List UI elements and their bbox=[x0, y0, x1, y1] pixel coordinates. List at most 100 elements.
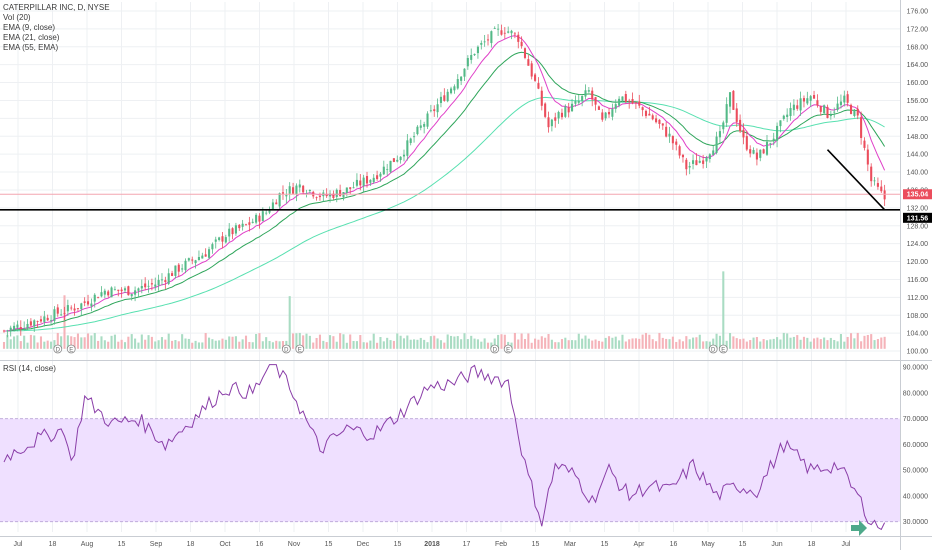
event-marker[interactable]: E bbox=[718, 344, 728, 354]
event-marker[interactable]: D bbox=[281, 344, 291, 354]
candle-body bbox=[762, 149, 765, 154]
volume-bar bbox=[503, 334, 506, 349]
legend-volume[interactable]: Vol (20) bbox=[3, 13, 31, 22]
candle bbox=[332, 190, 335, 200]
candle bbox=[692, 154, 695, 170]
volume-bar bbox=[140, 334, 143, 349]
candle bbox=[140, 279, 143, 294]
event-marker[interactable]: E bbox=[503, 344, 513, 354]
candle bbox=[433, 105, 436, 117]
candle bbox=[392, 158, 395, 163]
candle bbox=[39, 315, 43, 324]
volume-bar bbox=[789, 337, 792, 349]
volume-bar bbox=[453, 336, 456, 349]
candle-body bbox=[130, 294, 133, 297]
candle bbox=[315, 196, 318, 201]
volume-bar bbox=[574, 340, 577, 349]
volume-bar bbox=[796, 335, 799, 349]
candle-body bbox=[688, 166, 691, 168]
volume-bar bbox=[671, 336, 674, 349]
candle-body bbox=[792, 104, 795, 111]
event-marker[interactable]: D bbox=[708, 344, 718, 354]
candle-body bbox=[782, 115, 785, 119]
candle bbox=[611, 103, 614, 121]
event-marker[interactable]: E bbox=[295, 344, 305, 354]
volume-bar bbox=[103, 340, 106, 349]
candle bbox=[742, 123, 745, 145]
candle bbox=[624, 90, 627, 104]
candle-body bbox=[769, 142, 772, 144]
candle bbox=[557, 110, 560, 124]
candle-body bbox=[594, 97, 597, 105]
volume-bar bbox=[73, 337, 76, 349]
rsi-tick-label: 40.0000 bbox=[903, 493, 928, 500]
candle-body bbox=[204, 254, 207, 257]
candle-body bbox=[823, 105, 826, 114]
candle-body bbox=[681, 154, 685, 158]
volume-bar bbox=[614, 336, 617, 349]
candle bbox=[836, 96, 839, 112]
candle-body bbox=[601, 112, 604, 120]
candle-body bbox=[261, 211, 264, 222]
event-marker[interactable]: D bbox=[490, 344, 500, 354]
arrow-right-icon[interactable] bbox=[851, 520, 867, 536]
volume-bar bbox=[493, 338, 496, 349]
candle bbox=[550, 118, 553, 132]
candle bbox=[164, 276, 167, 290]
volume-bar bbox=[6, 334, 9, 349]
candle-body bbox=[728, 92, 732, 107]
volume-bar bbox=[655, 341, 658, 349]
chart-title[interactable]: CATERPILLAR INC, D, NYSE bbox=[3, 3, 110, 12]
candle bbox=[288, 182, 291, 201]
candle bbox=[93, 293, 96, 308]
candle bbox=[103, 288, 106, 299]
volume-bar bbox=[749, 340, 752, 349]
candle bbox=[429, 104, 432, 113]
candle bbox=[382, 160, 385, 175]
candle bbox=[507, 26, 510, 34]
candle bbox=[497, 24, 500, 36]
candle-body bbox=[191, 259, 194, 261]
candle bbox=[63, 306, 66, 321]
candle-body bbox=[470, 55, 473, 60]
volume-bar bbox=[13, 336, 16, 349]
volume-bar bbox=[722, 271, 725, 349]
candle-body bbox=[460, 76, 463, 81]
candle bbox=[571, 98, 574, 113]
candle bbox=[150, 278, 153, 291]
dividend-marker-icon bbox=[708, 344, 718, 354]
volume-bar bbox=[742, 338, 745, 349]
price-tick-label: 140.00 bbox=[907, 170, 929, 177]
candle bbox=[883, 184, 886, 206]
candle-body bbox=[436, 104, 439, 113]
volume-bar bbox=[302, 335, 305, 349]
candle-body bbox=[187, 258, 190, 261]
volume-bar bbox=[534, 338, 537, 349]
legend-ema21[interactable]: EMA (21, close) bbox=[3, 33, 60, 42]
candle-body bbox=[332, 193, 335, 199]
candle bbox=[258, 213, 261, 229]
candle bbox=[292, 182, 295, 195]
legend-ema9[interactable]: EMA (9, close) bbox=[3, 23, 56, 32]
candle-body bbox=[466, 58, 469, 67]
candle bbox=[359, 174, 362, 191]
candle-body bbox=[718, 131, 721, 138]
candle-body bbox=[39, 319, 43, 322]
volume-bar bbox=[53, 340, 56, 349]
volume-bar bbox=[718, 335, 721, 349]
event-marker[interactable]: E bbox=[66, 344, 76, 354]
candle-body bbox=[76, 308, 79, 309]
candle-body bbox=[147, 285, 150, 287]
rsi-legend[interactable]: RSI (14, close) bbox=[3, 364, 56, 373]
candle-body bbox=[503, 32, 506, 34]
candle bbox=[325, 188, 328, 198]
candle bbox=[786, 108, 789, 123]
legend-ema55[interactable]: EMA (55, EMA) bbox=[3, 43, 59, 52]
volume-bar bbox=[597, 340, 600, 349]
volume-bar bbox=[137, 342, 140, 349]
volume-bar bbox=[409, 339, 412, 349]
event-marker[interactable]: D bbox=[53, 344, 63, 354]
volume-bar bbox=[197, 342, 200, 349]
